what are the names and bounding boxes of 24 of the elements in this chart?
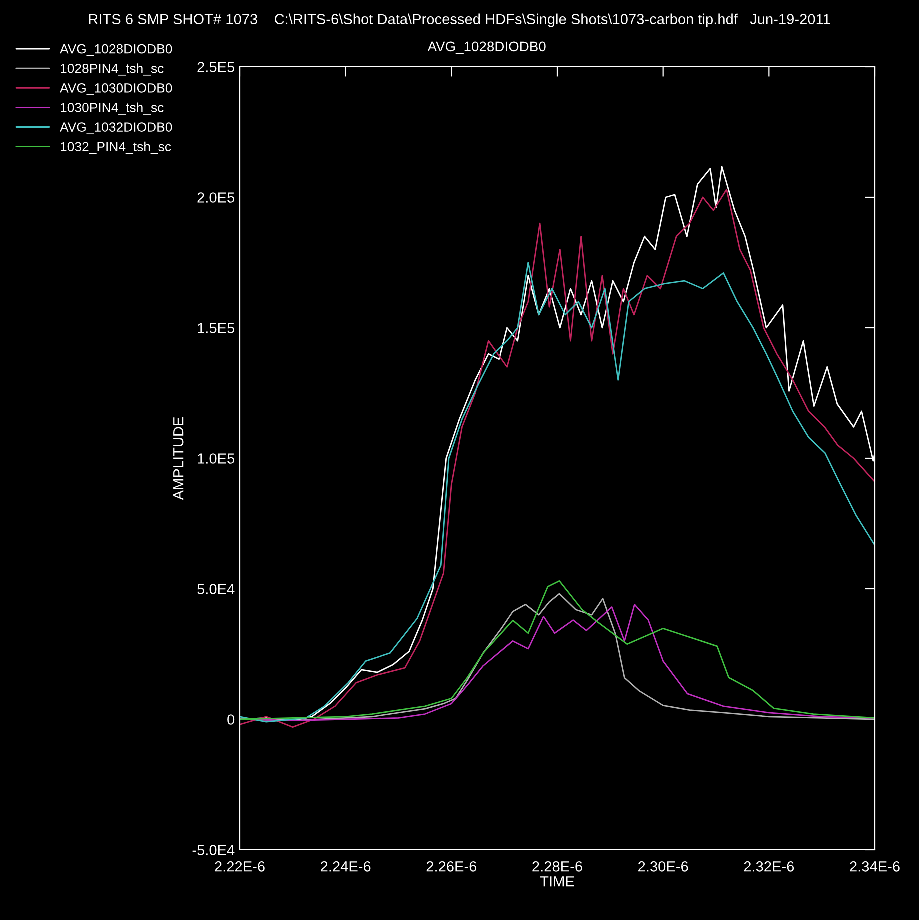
x-axis-title: TIME xyxy=(540,876,574,887)
y-tick-label: 2.0E5 xyxy=(198,192,235,203)
y-tick-label: 1.5E5 xyxy=(198,323,235,334)
y-tick-label: 5.0E4 xyxy=(198,584,235,594)
x-tick-label: 2.26E-6 xyxy=(426,861,477,872)
legend-label: 1028PIN4_tsh_sc xyxy=(61,64,164,76)
legend-label: AVG_1032DIODB0 xyxy=(60,122,172,134)
chart-title: RITS 6 SMP SHOT# 1073 C:\RITS-6\Shot Data\Processed HDFs\Single Shots\1073-carbon tip.hdf Jun-19-2011 xyxy=(89,14,830,28)
y-tick-label: 1.0E5 xyxy=(198,454,235,464)
y-tick-label: -5.0E4 xyxy=(192,845,235,856)
legend-label: AVG_1028DIODB0 xyxy=(60,44,172,56)
y-tick-label: 0 xyxy=(228,714,235,725)
y-axis-title: AMPLITUDE xyxy=(174,417,184,500)
x-tick-label: 2.28E-6 xyxy=(532,861,582,872)
x-tick-label: 2.30E-6 xyxy=(638,861,688,872)
x-tick-label: 2.32E-6 xyxy=(744,861,794,872)
x-tick-label: 2.34E-6 xyxy=(850,861,900,872)
x-tick-label: 2.24E-6 xyxy=(321,861,371,872)
legend-label: 1032_PIN4_tsh_sc xyxy=(61,142,172,154)
x-tick-label: 2.22E-6 xyxy=(215,861,265,872)
legend-label: 1030PIN4_tsh_sc xyxy=(61,102,164,115)
legend-label: AVG_1030DIODB0 xyxy=(60,84,172,96)
y-tick-label: 2.5E5 xyxy=(198,62,235,72)
chart-subtitle: AVG_1028DIODB0 xyxy=(428,42,546,54)
